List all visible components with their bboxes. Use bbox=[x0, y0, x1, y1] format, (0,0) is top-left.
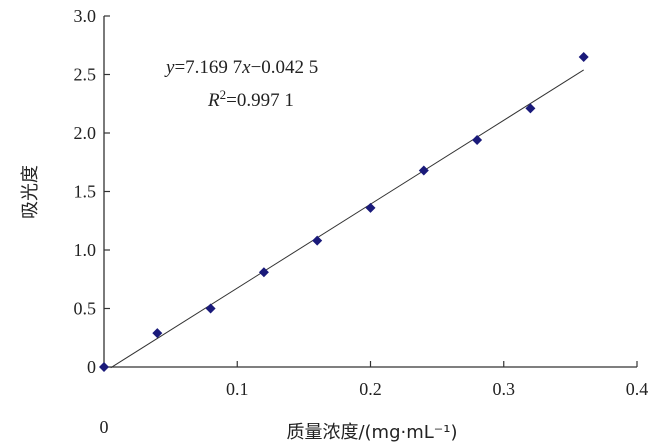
data-point bbox=[578, 51, 589, 62]
data-point bbox=[312, 235, 323, 246]
y-tick-label: 0.5 bbox=[74, 299, 97, 319]
r2-value: =0.997 1 bbox=[226, 90, 294, 111]
equation-y: y bbox=[164, 57, 175, 78]
y-tick-label: 2.0 bbox=[74, 123, 97, 143]
data-point bbox=[205, 303, 216, 314]
x-axis-title: 质量浓度/(mg·mL⁻¹) bbox=[286, 422, 457, 443]
equation-x: x bbox=[241, 57, 251, 78]
equation-intercept: −0.042 5 bbox=[251, 57, 319, 78]
y-tick-label: 0 bbox=[87, 357, 96, 377]
r-squared: R2=0.997 1 bbox=[207, 87, 294, 112]
data-points bbox=[99, 51, 589, 372]
data-point bbox=[525, 103, 536, 114]
y-axis-ticks: 0 0.5 1.0 1.5 2.0 2.5 3.0 bbox=[74, 6, 110, 377]
x-tick-label: 0.3 bbox=[493, 379, 516, 399]
data-point bbox=[258, 267, 269, 278]
y-tick-label: 1.5 bbox=[74, 182, 97, 202]
x-tick-label: 0.4 bbox=[626, 379, 649, 399]
data-point bbox=[365, 202, 376, 213]
x-axis-ticks: 0.1 0.2 0.3 0.4 bbox=[226, 361, 648, 399]
y-tick-label: 1.0 bbox=[74, 240, 97, 260]
y-tick-label: 2.5 bbox=[74, 65, 97, 85]
data-point bbox=[152, 328, 163, 339]
data-point bbox=[472, 135, 483, 146]
x-tick-label: 0.1 bbox=[226, 379, 249, 399]
x-tick-label: 0.2 bbox=[359, 379, 382, 399]
data-point bbox=[99, 362, 109, 372]
y-tick-label: 3.0 bbox=[74, 6, 97, 26]
regression-equation: y=7.169 7x−0.042 5 bbox=[164, 57, 318, 78]
y-axis-title: 吸光度 bbox=[20, 165, 41, 219]
r2-r: R bbox=[207, 90, 220, 111]
data-point bbox=[418, 165, 429, 176]
x-tick-label-origin: 0 bbox=[100, 417, 109, 437]
trendline bbox=[110, 69, 584, 369]
r2-sup: 2 bbox=[220, 87, 227, 102]
equation-coef: =7.169 7 bbox=[174, 57, 242, 78]
